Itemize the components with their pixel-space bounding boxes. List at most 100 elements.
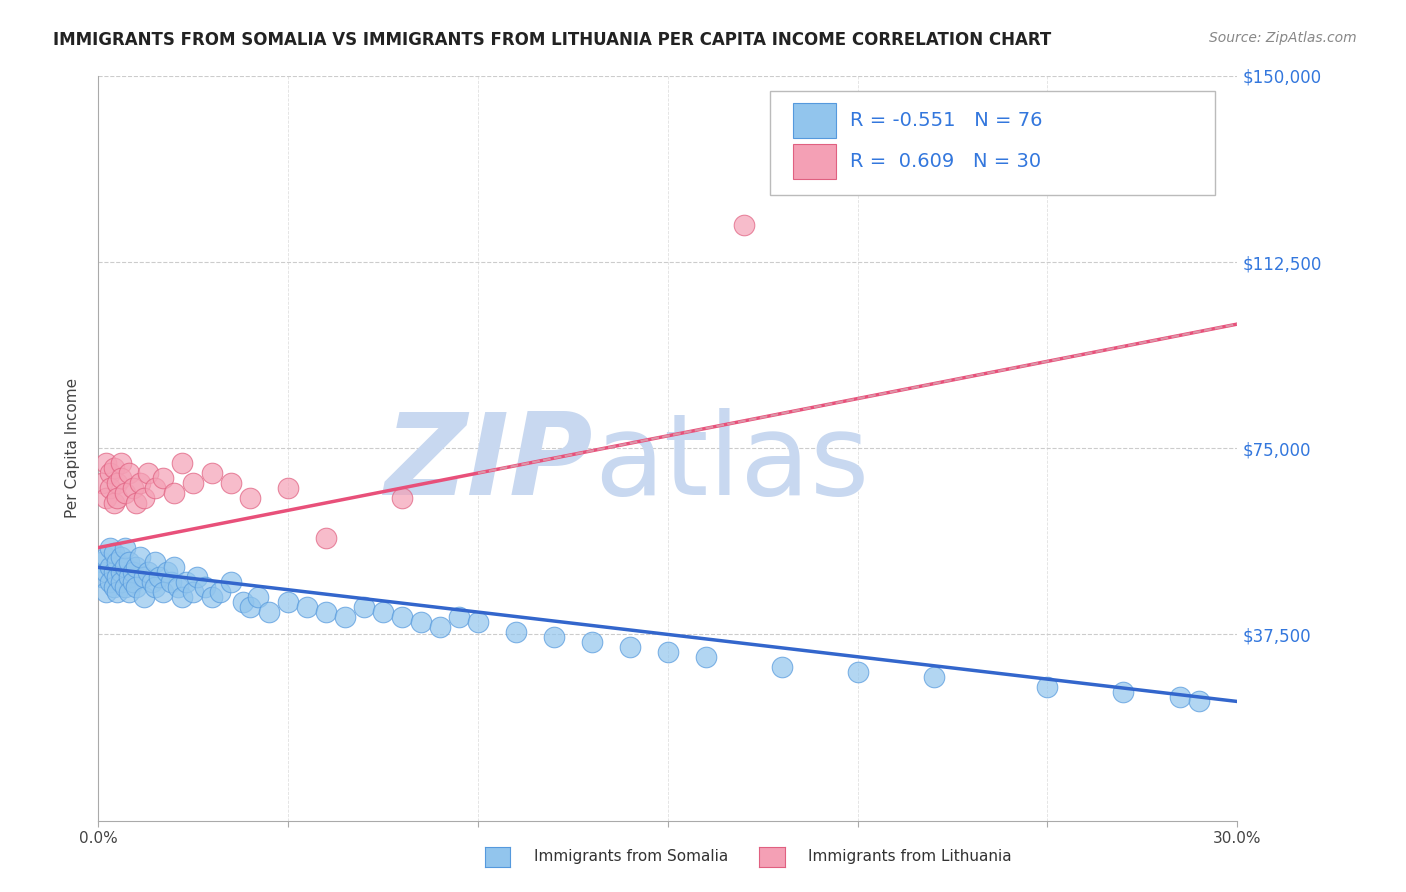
Point — [353, 600, 375, 615]
Point — [543, 630, 565, 644]
Point — [107, 570, 129, 584]
Point — [429, 620, 451, 634]
Y-axis label: Per Capita Income: Per Capita Income — [65, 378, 80, 518]
Point — [103, 566, 125, 580]
Point — [125, 580, 148, 594]
Point — [922, 670, 945, 684]
Point — [107, 491, 129, 505]
Point — [186, 570, 208, 584]
Point — [201, 466, 224, 480]
Point — [118, 556, 141, 570]
Point — [114, 541, 136, 555]
Text: atlas: atlas — [593, 408, 869, 518]
Point — [91, 475, 114, 490]
Point — [163, 560, 186, 574]
Point — [132, 491, 155, 505]
Point — [277, 481, 299, 495]
Point — [221, 575, 243, 590]
Point — [449, 610, 471, 624]
Point — [110, 566, 132, 580]
Text: Immigrants from Lithuania: Immigrants from Lithuania — [808, 849, 1012, 863]
Point — [159, 575, 181, 590]
Point — [94, 550, 117, 565]
Point — [110, 550, 132, 565]
Point — [91, 570, 114, 584]
Text: Source: ZipAtlas.com: Source: ZipAtlas.com — [1209, 31, 1357, 45]
Point — [156, 566, 179, 580]
Point — [94, 456, 117, 470]
Point — [391, 610, 413, 624]
Point — [136, 566, 159, 580]
Point — [107, 585, 129, 599]
Point — [141, 575, 163, 590]
Point — [695, 649, 717, 664]
Point — [98, 466, 121, 480]
Point — [98, 541, 121, 555]
Point — [145, 556, 167, 570]
Point — [315, 605, 337, 619]
Text: R = -0.551   N = 76: R = -0.551 N = 76 — [851, 111, 1043, 130]
Text: ZIP: ZIP — [385, 408, 593, 518]
Point — [297, 600, 319, 615]
Point — [121, 575, 143, 590]
Point — [103, 580, 125, 594]
Point — [94, 491, 117, 505]
Point — [770, 659, 793, 673]
FancyBboxPatch shape — [770, 91, 1215, 195]
Point — [98, 560, 121, 574]
Point — [183, 475, 205, 490]
Point — [125, 496, 148, 510]
Point — [136, 466, 159, 480]
Point — [148, 570, 170, 584]
Text: Immigrants from Somalia: Immigrants from Somalia — [534, 849, 728, 863]
Point — [581, 635, 603, 649]
Point — [125, 560, 148, 574]
Point — [129, 475, 152, 490]
Point — [118, 466, 141, 480]
Point — [98, 481, 121, 495]
Point — [121, 566, 143, 580]
Bar — [793, 144, 837, 179]
Point — [335, 610, 357, 624]
Point — [371, 605, 394, 619]
Point — [110, 575, 132, 590]
Point — [121, 481, 143, 495]
Point — [118, 585, 141, 599]
Point — [1188, 694, 1211, 708]
Point — [110, 456, 132, 470]
Point — [315, 531, 337, 545]
Point — [846, 665, 869, 679]
Point — [114, 486, 136, 500]
Point — [259, 605, 281, 619]
Point — [145, 580, 167, 594]
Point — [110, 471, 132, 485]
Point — [91, 556, 114, 570]
Point — [114, 560, 136, 574]
Point — [174, 575, 197, 590]
Point — [145, 481, 167, 495]
Point — [246, 591, 269, 605]
Point — [183, 585, 205, 599]
Point — [391, 491, 413, 505]
Text: R =  0.609   N = 30: R = 0.609 N = 30 — [851, 152, 1042, 171]
Point — [118, 570, 141, 584]
Point — [103, 496, 125, 510]
Point — [167, 580, 190, 594]
Point — [239, 600, 262, 615]
Point — [1112, 684, 1135, 698]
Point — [505, 624, 527, 639]
Point — [163, 486, 186, 500]
Point — [1170, 690, 1192, 704]
Point — [657, 645, 679, 659]
Point — [94, 566, 117, 580]
Point — [1036, 680, 1059, 694]
Point — [239, 491, 262, 505]
Point — [208, 585, 231, 599]
Point — [152, 585, 174, 599]
Point — [103, 545, 125, 559]
Point — [733, 218, 755, 232]
Point — [170, 456, 193, 470]
Point — [152, 471, 174, 485]
Point — [107, 475, 129, 490]
Point — [94, 585, 117, 599]
